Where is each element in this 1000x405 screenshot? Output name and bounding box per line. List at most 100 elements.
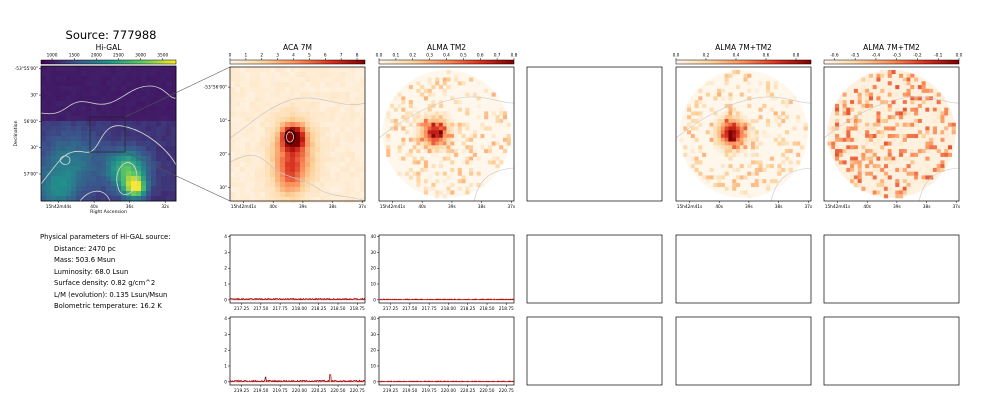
aca-pixel bbox=[320, 152, 326, 158]
higal-pixel bbox=[146, 66, 152, 72]
combined-residual-pixel bbox=[940, 111, 945, 116]
combined-pixel bbox=[698, 160, 703, 165]
combined-residual-pixel bbox=[883, 156, 889, 161]
higal-pixel bbox=[141, 111, 147, 117]
aca-ytick-label: 20" bbox=[220, 152, 227, 158]
aca-pixel bbox=[255, 117, 261, 123]
aca-pixel bbox=[305, 152, 311, 158]
combined-residual-pixel bbox=[872, 122, 877, 127]
aca-pixel bbox=[325, 137, 331, 143]
tm2-pixel bbox=[386, 111, 391, 116]
higal-pixel bbox=[51, 141, 57, 147]
combined-residual-pixel bbox=[906, 88, 911, 93]
aca-pixel bbox=[340, 132, 346, 138]
tm2-pixel bbox=[431, 186, 436, 191]
higal-pixel bbox=[146, 156, 152, 162]
tm2-pixel bbox=[442, 171, 447, 176]
higal-pixel bbox=[136, 161, 142, 167]
combined-residual-pixel bbox=[947, 122, 953, 127]
combined-pixel bbox=[754, 167, 759, 172]
tm2-pixel bbox=[461, 134, 466, 139]
combined-residual-pixel bbox=[936, 92, 941, 97]
aca-pixel bbox=[310, 197, 316, 203]
aca-pixel bbox=[240, 192, 246, 198]
higal-pixel bbox=[111, 76, 117, 82]
combined-residual-pixel bbox=[880, 182, 885, 188]
tm2-pixel bbox=[412, 115, 417, 120]
aca-pixel bbox=[310, 107, 316, 113]
combined-pixel bbox=[766, 182, 771, 188]
aca-pixel bbox=[345, 87, 351, 93]
aca-pixel bbox=[305, 82, 311, 88]
combined-residual-pixel bbox=[902, 100, 907, 105]
combined-residual-pixel bbox=[921, 160, 926, 165]
combined-residual-pixel bbox=[906, 186, 911, 191]
tm2-pixel bbox=[454, 134, 459, 139]
tm2-pixel bbox=[397, 122, 402, 127]
tm2-pixel bbox=[491, 111, 496, 116]
aca-pixel bbox=[250, 137, 256, 143]
tm2-pixel bbox=[431, 115, 436, 120]
tm2-pixel bbox=[465, 190, 470, 195]
aca-pixel bbox=[325, 172, 331, 178]
spectrum-aca-row2-ytick-label: 4 bbox=[224, 316, 227, 322]
higal-pixel bbox=[156, 96, 162, 102]
tm2-pixel bbox=[427, 107, 432, 112]
combined-pixel bbox=[728, 111, 733, 116]
higal-pixel bbox=[156, 66, 162, 72]
combined-residual-pixel bbox=[880, 134, 885, 139]
higal-pixel bbox=[66, 66, 72, 72]
combined-residual-pixel bbox=[932, 130, 937, 135]
higal-pixel bbox=[136, 91, 142, 97]
higal-pixel bbox=[126, 146, 132, 152]
higal-pixel bbox=[61, 111, 67, 117]
aca-pixel bbox=[275, 172, 281, 178]
higal-pixel bbox=[71, 176, 77, 182]
aca-pixel bbox=[290, 77, 296, 83]
aca-pixel bbox=[350, 77, 356, 83]
higal-pixel bbox=[116, 136, 122, 142]
higal-pixel bbox=[51, 136, 57, 142]
combined-residual-pixel bbox=[944, 134, 949, 139]
aca-pixel bbox=[355, 167, 361, 173]
combined-pixel bbox=[803, 122, 808, 127]
spectrum-tm2-row2-ytick-label: 0 bbox=[373, 379, 376, 385]
tm2-pixel bbox=[450, 160, 455, 165]
aca-pixel bbox=[295, 167, 301, 173]
aca-pixel bbox=[270, 87, 276, 93]
aca-pixel bbox=[275, 97, 281, 103]
combined-pixel bbox=[720, 96, 725, 101]
higal-pixel bbox=[76, 81, 82, 87]
tm2-pixel bbox=[476, 171, 481, 176]
aca-pixel bbox=[355, 137, 361, 143]
combined-pixel bbox=[702, 103, 707, 108]
higal-pixel bbox=[171, 186, 177, 192]
tm2-pixel bbox=[420, 85, 425, 90]
combined-residual-pixel bbox=[917, 167, 922, 172]
tm2-pixel bbox=[427, 88, 432, 93]
tm2-pixel bbox=[454, 130, 459, 135]
higal-pixel bbox=[41, 161, 47, 167]
combined-residual-pixel bbox=[917, 118, 922, 124]
combined-pixel bbox=[728, 149, 733, 154]
combined-residual-pixel bbox=[872, 85, 877, 90]
aca-pixel bbox=[240, 187, 246, 193]
aca-pixel bbox=[320, 137, 326, 143]
higal-pixel bbox=[81, 71, 87, 77]
aca-pixel bbox=[230, 112, 236, 118]
combined-pixel bbox=[732, 186, 737, 191]
aca-pixel bbox=[305, 67, 311, 73]
aca-pixel bbox=[290, 177, 296, 183]
higal-pixel bbox=[96, 126, 102, 132]
combined-pixel bbox=[690, 126, 695, 131]
higal-pixel bbox=[66, 156, 72, 162]
spectrum-tm2-row1-xtick-label: 218.75 bbox=[499, 306, 514, 312]
higal-pixel bbox=[101, 101, 107, 107]
higal-pixel bbox=[76, 156, 82, 162]
aca-pixel bbox=[255, 187, 261, 193]
combined-residual-pixel bbox=[902, 103, 907, 108]
higal-pixel bbox=[56, 161, 62, 167]
higal-pixel bbox=[76, 176, 82, 182]
tm2-pixel bbox=[480, 122, 485, 127]
